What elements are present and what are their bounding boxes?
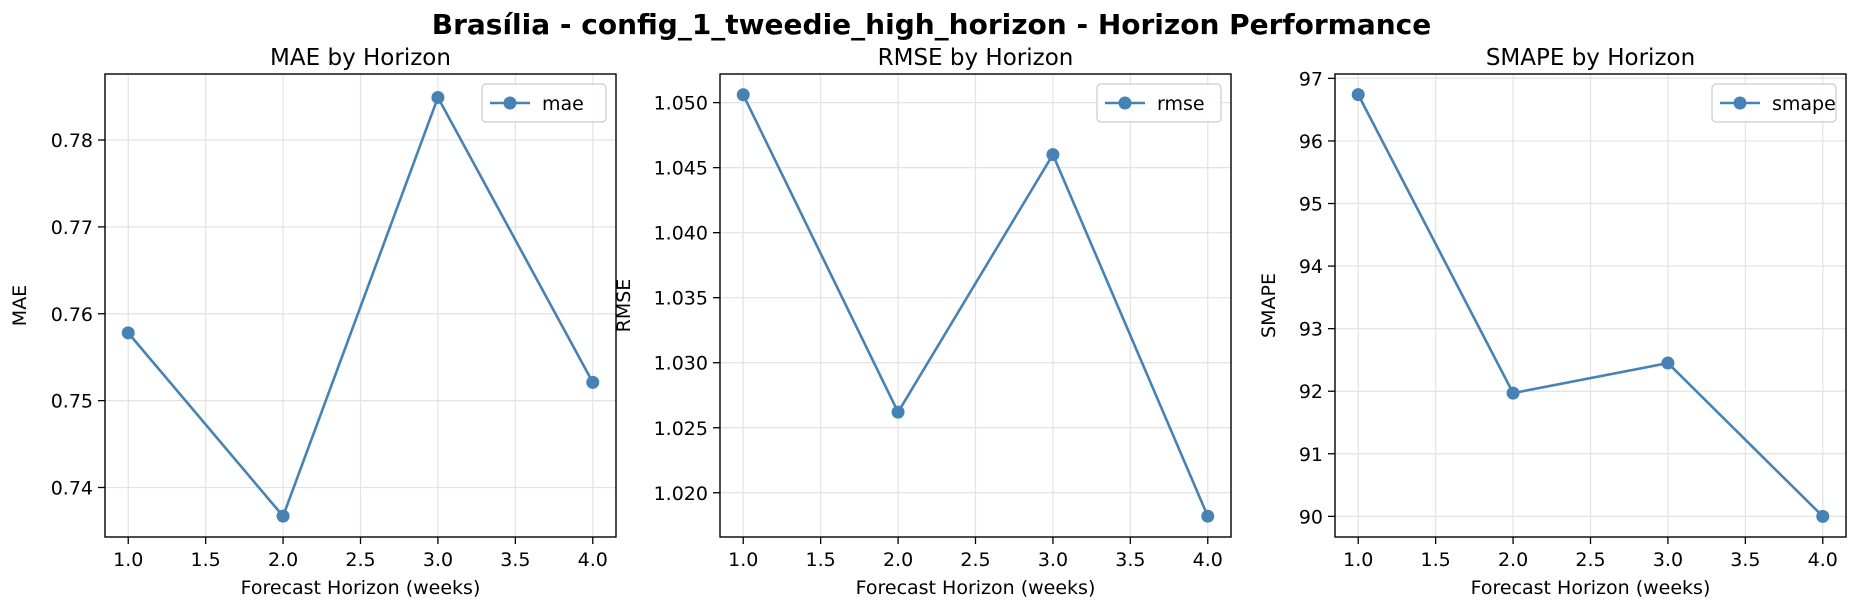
y-tick-label: 0.76: [51, 304, 93, 326]
y-tick-label: 1.030: [654, 353, 708, 375]
y-tick-label: 1.025: [654, 418, 708, 440]
x-tick-label: 3.0: [1038, 549, 1068, 571]
legend-marker: [1733, 96, 1747, 110]
series-line-smape: [1357, 94, 1824, 518]
x-tick-label: 2.0: [1498, 549, 1528, 571]
x-tick-label: 4.0: [1808, 549, 1838, 571]
data-point-rmse: [1046, 148, 1060, 162]
data-point-rmse: [1201, 509, 1215, 523]
y-tick-label: 0.75: [51, 391, 93, 413]
axes-frame: [719, 73, 1232, 538]
legend: rmse: [1096, 83, 1222, 123]
y-tick-label: 1.045: [654, 158, 708, 180]
data-point-rmse: [891, 405, 905, 419]
data-point-smape: [1816, 509, 1830, 523]
legend-box: [1711, 83, 1837, 123]
x-tick-label: 2.5: [345, 549, 375, 571]
x-tick-label: 1.0: [113, 549, 143, 571]
x-axis-label: Forecast Horizon (weeks): [1471, 577, 1711, 599]
x-tick-label: 1.0: [1343, 549, 1373, 571]
axes-frame: [1334, 73, 1847, 538]
y-tick-label: 93: [1299, 319, 1323, 341]
axes-frame: [104, 73, 617, 538]
x-axis-label: Forecast Horizon (weeks): [856, 577, 1096, 599]
x-tick-label: 1.5: [806, 549, 836, 571]
x-tick-label: 4.0: [578, 549, 608, 571]
data-point-mae: [276, 509, 290, 523]
subplot-rmse: 1.0 1.5 2.0 2.5 3.0 3.5 4.0 1.020 1.025 1.030 1.03…: [613, 45, 1232, 599]
y-tick-label: 1.020: [654, 483, 708, 505]
x-tick-label: 3.5: [500, 549, 530, 571]
subplot-title: RMSE by Horizon: [878, 45, 1074, 71]
x-tick-label: 2.5: [960, 549, 990, 571]
x-tick-label: 2.0: [883, 549, 913, 571]
x-tick-label: 1.5: [1421, 549, 1451, 571]
data-point-mae: [431, 90, 445, 104]
x-tick-label: 1.0: [728, 549, 758, 571]
x-axis-label: Forecast Horizon (weeks): [241, 577, 481, 599]
legend-marker: [1118, 96, 1132, 110]
subplot-title: MAE by Horizon: [270, 45, 451, 71]
x-tick-label: 3.0: [1653, 549, 1683, 571]
series-line-mae: [127, 94, 594, 519]
x-tick-label: 1.5: [191, 549, 221, 571]
data-point-mae: [586, 375, 600, 389]
y-tick-label: 95: [1299, 194, 1323, 216]
x-tick-label: 3.5: [1115, 549, 1145, 571]
x-tick-label: 3.5: [1730, 549, 1760, 571]
y-axis-label: MAE: [9, 285, 31, 326]
legend: mae: [481, 83, 607, 123]
data-point-smape: [1351, 88, 1365, 102]
y-tick-label: 92: [1299, 381, 1323, 403]
legend-label: smape: [1772, 93, 1836, 115]
data-point-smape: [1661, 356, 1675, 370]
data-point-mae: [121, 326, 135, 340]
x-tick-label: 2.5: [1575, 549, 1605, 571]
y-tick-label: 94: [1299, 256, 1323, 278]
subplot-smape: 1.0 1.5 2.0 2.5 3.0 3.5 4.0 90 91 92 93 94 95 96 97 SMA…: [1258, 45, 1847, 599]
subplot-mae: 1.0 1.5 2.0 2.5 3.0 3.5 4.0 0.74 0.75 0.76 0.77 0.7…: [9, 45, 617, 599]
legend-box: [1096, 83, 1222, 123]
y-axis-label: SMAPE: [1258, 273, 1280, 338]
x-tick-label: 3.0: [423, 549, 453, 571]
legend: smape: [1711, 83, 1837, 123]
y-axis-label: RMSE: [613, 279, 635, 333]
y-tick-label: 91: [1299, 444, 1323, 466]
y-tick-label: 0.78: [51, 130, 93, 152]
y-tick-label: 0.74: [51, 477, 93, 499]
legend-box: [481, 83, 607, 123]
y-tick-label: 97: [1299, 68, 1323, 90]
y-tick-label: 90: [1299, 506, 1323, 528]
data-point-smape: [1506, 386, 1520, 400]
legend-label: rmse: [1157, 93, 1205, 115]
subplot-title: SMAPE by Horizon: [1486, 45, 1695, 71]
x-tick-label: 4.0: [1193, 549, 1223, 571]
legend-label: mae: [542, 93, 584, 115]
figure-title: Brasília - config_1_tweedie_high_horizon…: [431, 8, 1432, 41]
legend-marker: [503, 96, 517, 110]
y-tick-label: 96: [1299, 131, 1323, 153]
series-line-rmse: [742, 94, 1209, 517]
y-tick-label: 1.040: [654, 223, 708, 245]
y-tick-label: 1.035: [654, 288, 708, 310]
x-tick-label: 2.0: [268, 549, 298, 571]
data-point-rmse: [736, 88, 750, 102]
y-tick-label: 0.77: [51, 217, 93, 239]
y-tick-label: 1.050: [654, 93, 708, 115]
